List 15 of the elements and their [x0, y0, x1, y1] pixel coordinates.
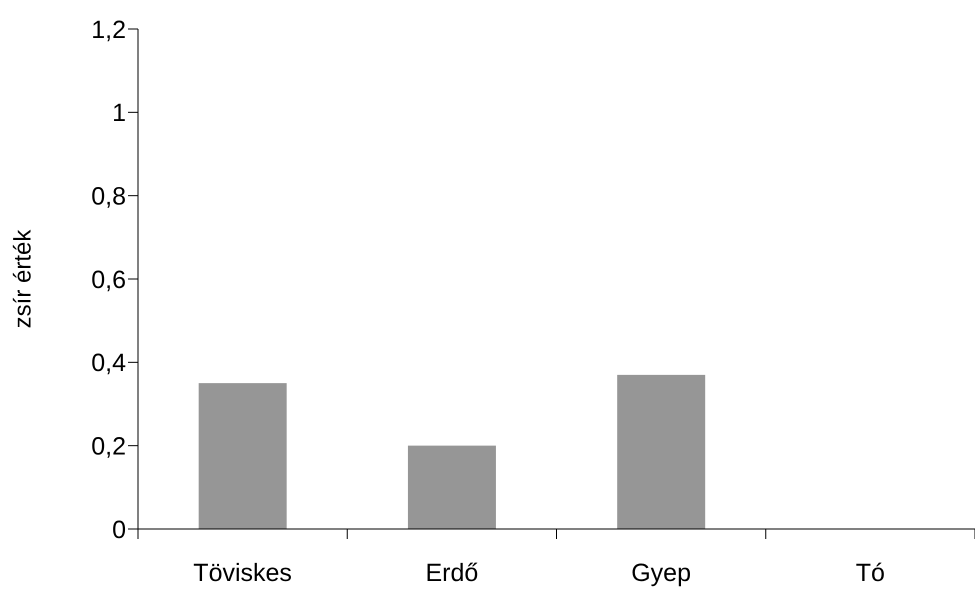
y-tick-label: 1,2 [91, 16, 126, 44]
x-tick-label: Gyep [631, 559, 692, 587]
y-tick-label: 0,4 [91, 349, 126, 378]
bar [617, 374, 706, 529]
x-tick-label: Erdő [425, 559, 478, 587]
y-axis-title: zsír érték [10, 228, 37, 328]
x-tick-label: Töviskes [193, 559, 292, 587]
x-tick-label: Tó [856, 559, 885, 587]
y-tick-label: 1 [112, 99, 126, 128]
bar [408, 446, 496, 529]
y-tick-label: 0,2 [91, 432, 126, 461]
y-tick-label: 0,6 [91, 266, 126, 294]
bar [198, 383, 287, 529]
y-tick-label: 0,8 [91, 182, 126, 211]
y-tick-label: 0 [112, 516, 126, 544]
